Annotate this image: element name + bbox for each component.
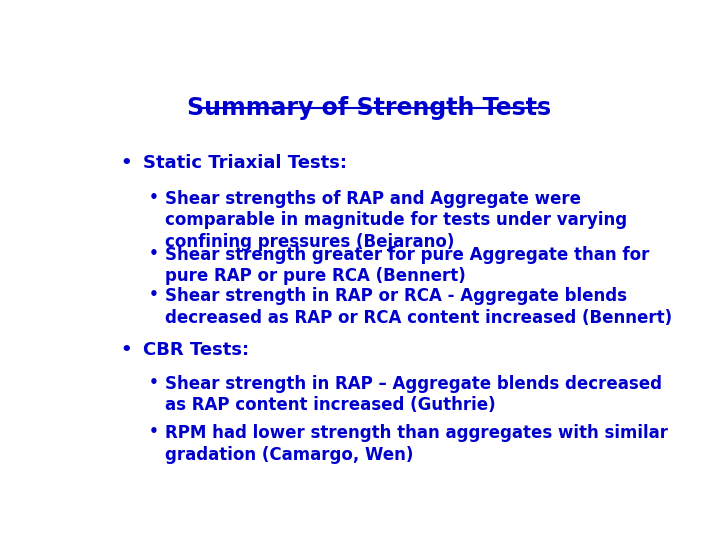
Text: Shear strength greater for pure Aggregate than for
pure RAP or pure RCA (Bennert: Shear strength greater for pure Aggregat… — [166, 246, 649, 285]
Text: CBR Tests:: CBR Tests: — [143, 341, 249, 359]
Text: •: • — [148, 287, 158, 302]
Text: •: • — [148, 375, 158, 389]
Text: Shear strength in RAP – Aggregate blends decreased
as RAP content increased (Gut: Shear strength in RAP – Aggregate blends… — [166, 375, 662, 414]
Text: Static Triaxial Tests:: Static Triaxial Tests: — [143, 154, 347, 172]
Text: •: • — [148, 424, 158, 440]
Text: •: • — [121, 154, 132, 172]
Text: RPM had lower strength than aggregates with similar
gradation (Camargo, Wen): RPM had lower strength than aggregates w… — [166, 424, 668, 464]
Text: Shear strengths of RAP and Aggregate were
comparable in magnitude for tests unde: Shear strengths of RAP and Aggregate wer… — [166, 190, 627, 251]
Text: Shear strength in RAP or RCA - Aggregate blends
decreased as RAP or RCA content : Shear strength in RAP or RCA - Aggregate… — [166, 287, 672, 327]
Text: •: • — [148, 246, 158, 261]
Text: Summary of Strength Tests: Summary of Strength Tests — [187, 96, 551, 120]
Text: •: • — [121, 341, 132, 359]
Text: •: • — [148, 190, 158, 205]
